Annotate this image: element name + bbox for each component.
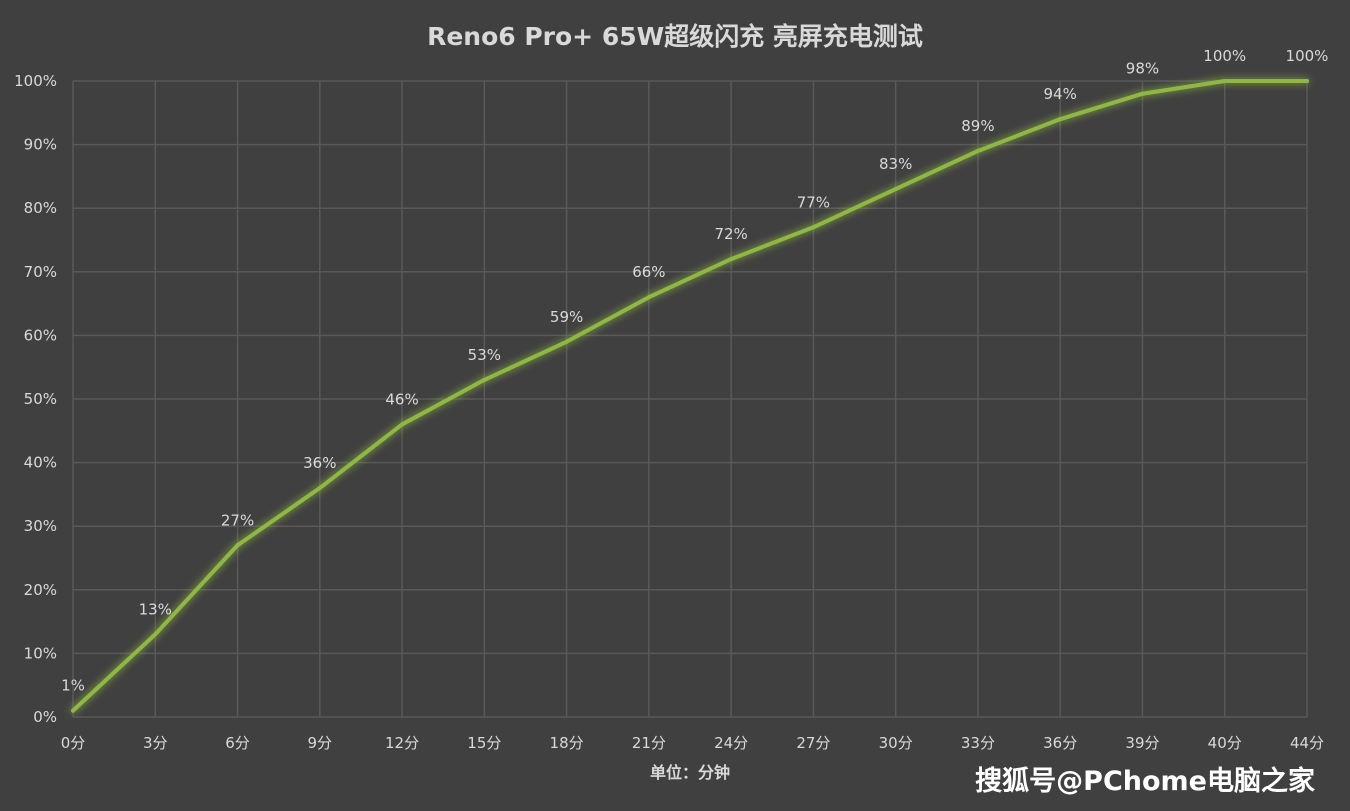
x-tick-label: 39分 [1125, 734, 1159, 752]
data-point [235, 543, 240, 548]
x-tick-label: 40分 [1208, 734, 1242, 752]
data-point [729, 257, 734, 262]
data-point [811, 225, 816, 230]
data-point [1222, 79, 1227, 83]
data-label: 98% [1126, 60, 1159, 78]
y-tick-label: 0% [33, 708, 57, 726]
x-tick-label: 9分 [308, 734, 333, 752]
series-polyline [71, 79, 1309, 713]
x-tick-label: 27分 [796, 734, 830, 752]
data-point [893, 187, 898, 192]
data-point [1305, 79, 1309, 83]
data-point [400, 422, 405, 427]
data-labels: 1% 13% 27% 36% 46% 53% 59% 66% 72% 77% 83% 89% 94% 98… [61, 47, 1328, 695]
data-label: 59% [550, 308, 583, 326]
data-point [646, 295, 651, 300]
x-tick-label: 33分 [961, 734, 995, 752]
data-label: 36% [303, 454, 336, 472]
data-label: 66% [632, 263, 665, 281]
y-tick-label: 20% [24, 581, 57, 599]
x-axis-title: 单位：分钟 [650, 763, 730, 782]
data-label: 83% [879, 155, 912, 173]
data-point [1058, 117, 1063, 122]
data-label: 13% [139, 600, 172, 618]
grid [72, 80, 1308, 718]
data-label: 100% [1286, 47, 1329, 65]
x-tick-label: 30分 [879, 734, 913, 752]
x-tick-label: 0分 [61, 734, 86, 752]
x-tick-label: 6分 [225, 734, 250, 752]
x-tick-label: 44分 [1290, 734, 1324, 752]
data-point [153, 632, 158, 637]
data-label: 27% [221, 511, 254, 529]
data-label: 46% [385, 390, 418, 408]
x-tick-label: 12分 [385, 734, 419, 752]
y-tick-label: 50% [24, 390, 57, 408]
x-axis: 0分 3分 6分 9分 12分 15分 18分 21分 24分 27分 30分 33分 36分 39分 40… [61, 734, 1324, 752]
data-point [1140, 91, 1145, 96]
y-tick-label: 70% [24, 263, 57, 281]
x-tick-label: 15分 [467, 734, 501, 752]
data-label: 1% [61, 677, 85, 695]
x-tick-label: 18分 [550, 734, 584, 752]
data-point [317, 486, 322, 491]
y-tick-label: 10% [24, 644, 57, 662]
data-label: 100% [1203, 47, 1246, 65]
y-tick-label: 40% [24, 454, 57, 472]
data-label: 89% [961, 117, 994, 135]
data-label: 53% [468, 346, 501, 364]
watermark: 搜狐号@PChome电脑之家 [975, 765, 1315, 797]
x-tick-label: 21分 [632, 734, 666, 752]
y-tick-label: 30% [24, 517, 57, 535]
x-tick-label: 36分 [1043, 734, 1077, 752]
data-point [975, 148, 980, 153]
data-point [482, 377, 487, 382]
y-axis: 0% 10% 20% 30% 40% 50% 60% 70% 80% 90% 100% [14, 72, 57, 726]
y-tick-label: 100% [14, 72, 57, 90]
y-tick-label: 90% [24, 136, 57, 154]
data-point [71, 708, 75, 713]
series-line [71, 79, 1309, 713]
y-tick-label: 80% [24, 199, 57, 217]
chart-title: Reno6 Pro+ 65W超级闪充 亮屏充电测试 [427, 22, 923, 51]
data-point [564, 339, 569, 344]
data-label: 94% [1044, 85, 1077, 103]
y-tick-label: 60% [24, 326, 57, 344]
data-label: 72% [714, 225, 747, 243]
x-tick-label: 24分 [714, 734, 748, 752]
x-tick-label: 3分 [143, 734, 168, 752]
data-label: 77% [797, 193, 830, 211]
